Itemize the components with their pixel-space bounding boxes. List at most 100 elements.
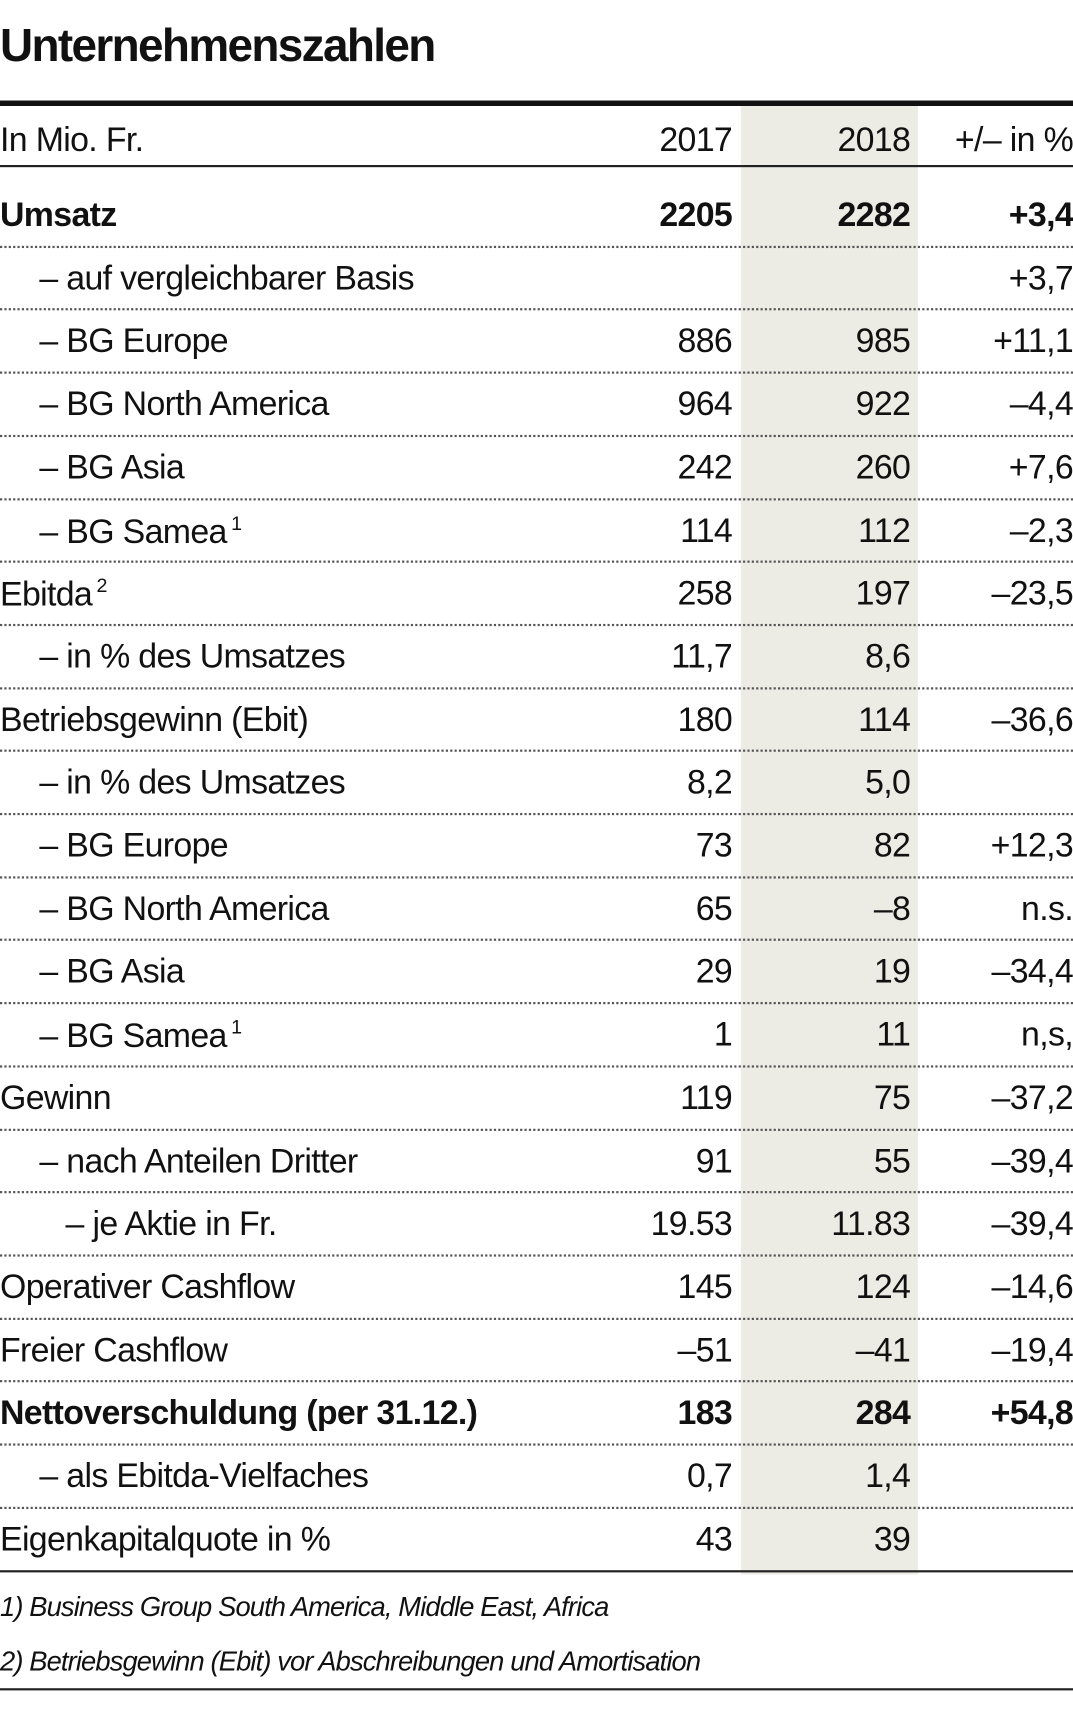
row-label: – BG Asia	[39, 954, 184, 988]
label-text: – je Aktie in Fr.	[65, 1204, 278, 1243]
label-text: Operativer Cashflow	[0, 1267, 295, 1306]
label-text: – BG North America	[39, 384, 329, 423]
cell-value: 11.83	[831, 1204, 911, 1243]
row-separator	[0, 939, 1073, 942]
label-text: – BG Europe	[39, 321, 228, 360]
cell-value: 43	[695, 1519, 733, 1558]
cell-value: 180	[677, 699, 733, 739]
row-separator	[0, 1128, 1073, 1131]
row-label: – auf vergleichbarer Basis	[39, 261, 414, 295]
cell-value: +11,1	[993, 321, 1073, 360]
row-separator	[0, 876, 1073, 879]
label-text: – in % des Umsatzes	[39, 763, 346, 802]
header-cell: +/– in %	[954, 120, 1073, 159]
row-separator	[0, 812, 1073, 816]
cell-value: 119	[680, 1078, 733, 1117]
cell-value: +3,7	[1008, 258, 1073, 297]
cell-value: 114	[680, 510, 733, 550]
row-separator	[0, 1002, 1073, 1005]
label-text: – auf vergleichbarer Basis	[39, 258, 414, 297]
cell-value: –2,3	[1009, 510, 1073, 550]
row-label: Ebitda 2	[0, 576, 107, 611]
cell-value: 0,7	[686, 1456, 733, 1495]
cell-value: 124	[855, 1267, 911, 1306]
label-text: Nettoverschuldung (per 31.12.)	[0, 1393, 478, 1432]
row-label: – in % des Umsatzes	[39, 639, 345, 673]
footnote-ref: 1	[231, 511, 242, 534]
cell-value: n,s,	[1021, 1015, 1073, 1054]
row-label: – BG Asia	[39, 450, 184, 484]
cell-value: 886	[677, 321, 733, 360]
footnote-ref: 1	[231, 1016, 242, 1039]
cell-value: +3,4	[1008, 195, 1073, 234]
footnote: 2) Betriebsgewinn (Ebit) vor Abschreibun…	[0, 1647, 701, 1678]
cell-value: 284	[855, 1393, 911, 1432]
cell-value: 1,4	[865, 1456, 911, 1495]
footnote-ref: 2	[96, 574, 107, 597]
row-separator	[0, 1065, 1073, 1068]
row-label: – BG Samea 1	[39, 511, 242, 551]
cell-value: 11	[876, 1015, 911, 1054]
cell-value: –51	[677, 1330, 733, 1369]
cell-value: 65	[695, 889, 733, 928]
row-separator	[0, 371, 1073, 374]
row-separator	[0, 686, 1073, 690]
label-text: Ebitda	[0, 574, 93, 614]
row-label: – je Aktie in Fr.	[65, 1204, 278, 1243]
row-label: – als Ebitda-Vielfaches	[39, 1459, 369, 1493]
cell-value: –41	[855, 1330, 911, 1369]
cell-value: –37,2	[991, 1078, 1073, 1117]
cell-value: 55	[873, 1141, 911, 1180]
row-separator	[0, 245, 1073, 248]
rule	[0, 1570, 1073, 1573]
header-cell: 2017	[659, 120, 733, 159]
row-separator	[0, 560, 1073, 563]
row-separator	[0, 1380, 1073, 1383]
cell-value: 29	[695, 952, 733, 991]
row-separator	[0, 1254, 1073, 1257]
header-cell: In Mio. Fr.	[0, 120, 144, 159]
row-label: Eigenkapitalquote in %	[0, 1519, 331, 1558]
row-separator	[0, 434, 1073, 437]
column-shade	[740, 105, 918, 1575]
row-label: – BG Europe	[39, 324, 228, 358]
cell-value: –19,4	[991, 1330, 1073, 1369]
cell-value: –23,5	[991, 573, 1073, 613]
cell-value: n.s.	[1021, 889, 1073, 928]
label-text: – BG Europe	[39, 826, 228, 865]
row-label: – in % des Umsatzes	[39, 765, 345, 799]
row-label: – nach Anteilen Dritter	[39, 1141, 358, 1180]
cell-value: 2205	[659, 195, 733, 234]
cell-value: –8	[873, 889, 911, 928]
row-label: – BG Europe	[39, 828, 228, 862]
label-text: Freier Cashflow	[0, 1330, 228, 1369]
cell-value: 19	[873, 952, 911, 991]
row-separator	[0, 1317, 1073, 1320]
cell-value: –4,4	[1009, 384, 1073, 423]
title: Unternehmenszahlen	[0, 19, 436, 72]
row-separator	[0, 623, 1073, 626]
cell-value: 985	[855, 321, 911, 360]
row-label: – BG North America	[39, 384, 329, 423]
row-label: Gewinn	[0, 1080, 112, 1114]
cell-value: 8,2	[686, 763, 733, 802]
row-separator	[0, 308, 1073, 311]
label-text: Eigenkapitalquote in %	[0, 1519, 331, 1558]
row-label: – BG Samea 1	[39, 1016, 242, 1052]
row-label: Umsatz	[0, 198, 117, 232]
cell-value: 922	[855, 384, 911, 423]
rule	[0, 100, 1073, 106]
cell-value: –39,4	[991, 1141, 1073, 1180]
label-text: – BG Samea	[39, 511, 227, 551]
cell-value: 183	[677, 1393, 733, 1432]
label-text: Betriebsgewinn (Ebit)	[0, 699, 309, 739]
label-text: – nach Anteilen Dritter	[39, 1141, 358, 1180]
cell-value: 260	[855, 447, 911, 487]
cell-value: 114	[858, 699, 911, 739]
cell-value: 242	[677, 447, 733, 487]
cell-value: +54,8	[990, 1393, 1073, 1432]
cell-value: –39,4	[991, 1204, 1073, 1243]
rule	[0, 164, 1073, 167]
row-separator	[0, 1443, 1073, 1446]
